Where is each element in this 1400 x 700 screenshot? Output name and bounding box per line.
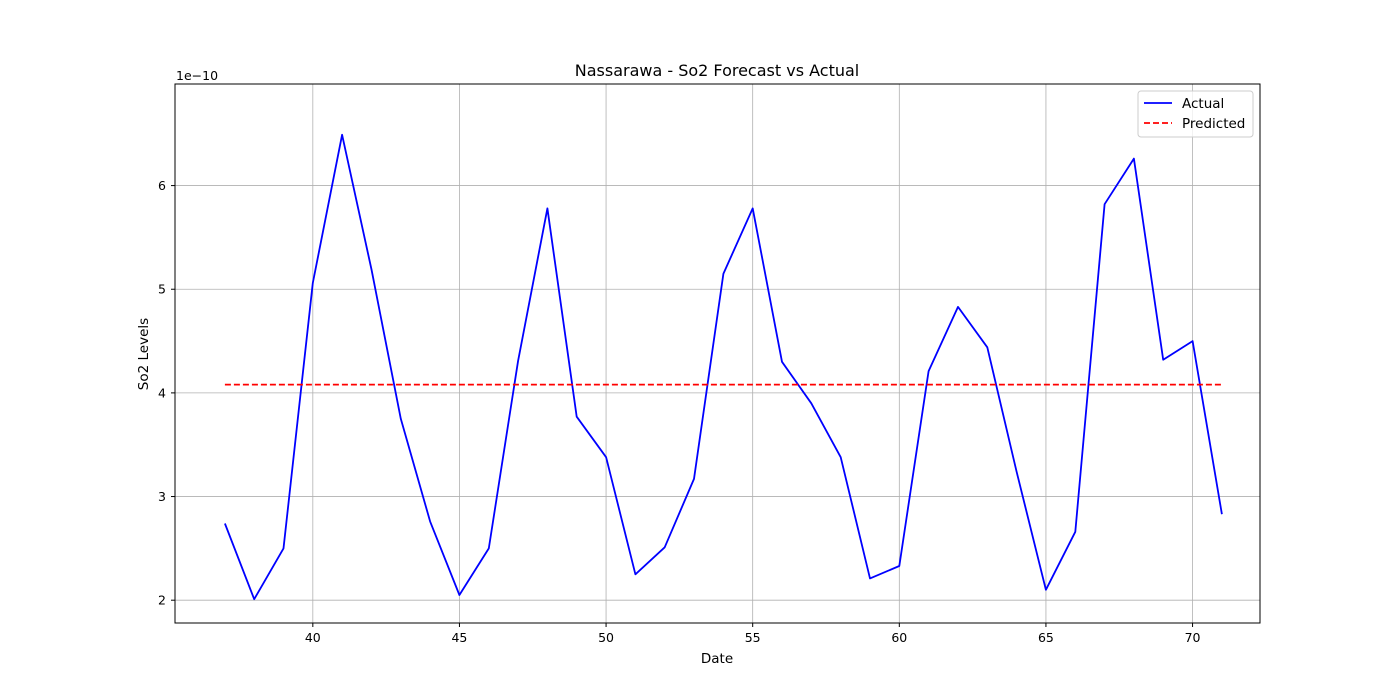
y-offset-label: 1e−10 — [176, 68, 218, 83]
x-tick-label: 70 — [1185, 630, 1201, 645]
x-tick-label: 40 — [305, 630, 321, 645]
x-tick-label: 55 — [745, 630, 761, 645]
series-line-actual — [224, 133, 1223, 601]
y-tick-label: 2 — [158, 593, 166, 608]
chart-title: Nassarawa - So2 Forecast vs Actual — [575, 61, 859, 80]
x-tick-label: 45 — [451, 630, 467, 645]
y-tick-label: 5 — [158, 282, 166, 297]
plot-area-background — [175, 84, 1260, 623]
y-axis-label: So2 Levels — [136, 318, 152, 390]
x-tick-label: 50 — [598, 630, 614, 645]
x-tick-label: 65 — [1038, 630, 1054, 645]
y-tick-label: 3 — [158, 489, 166, 504]
grid — [175, 84, 1260, 623]
x-axis-label: Date — [701, 651, 733, 667]
series-layer — [224, 133, 1223, 601]
legend: Actual Predicted — [1137, 90, 1254, 138]
y-tick-label: 6 — [158, 178, 166, 193]
x-tick-label: 60 — [891, 630, 907, 645]
legend-label-predicted: Predicted — [1182, 116, 1245, 132]
y-tick-label: 4 — [158, 385, 166, 400]
legend-label-actual: Actual — [1182, 96, 1224, 112]
plot-frame — [174, 83, 1261, 624]
